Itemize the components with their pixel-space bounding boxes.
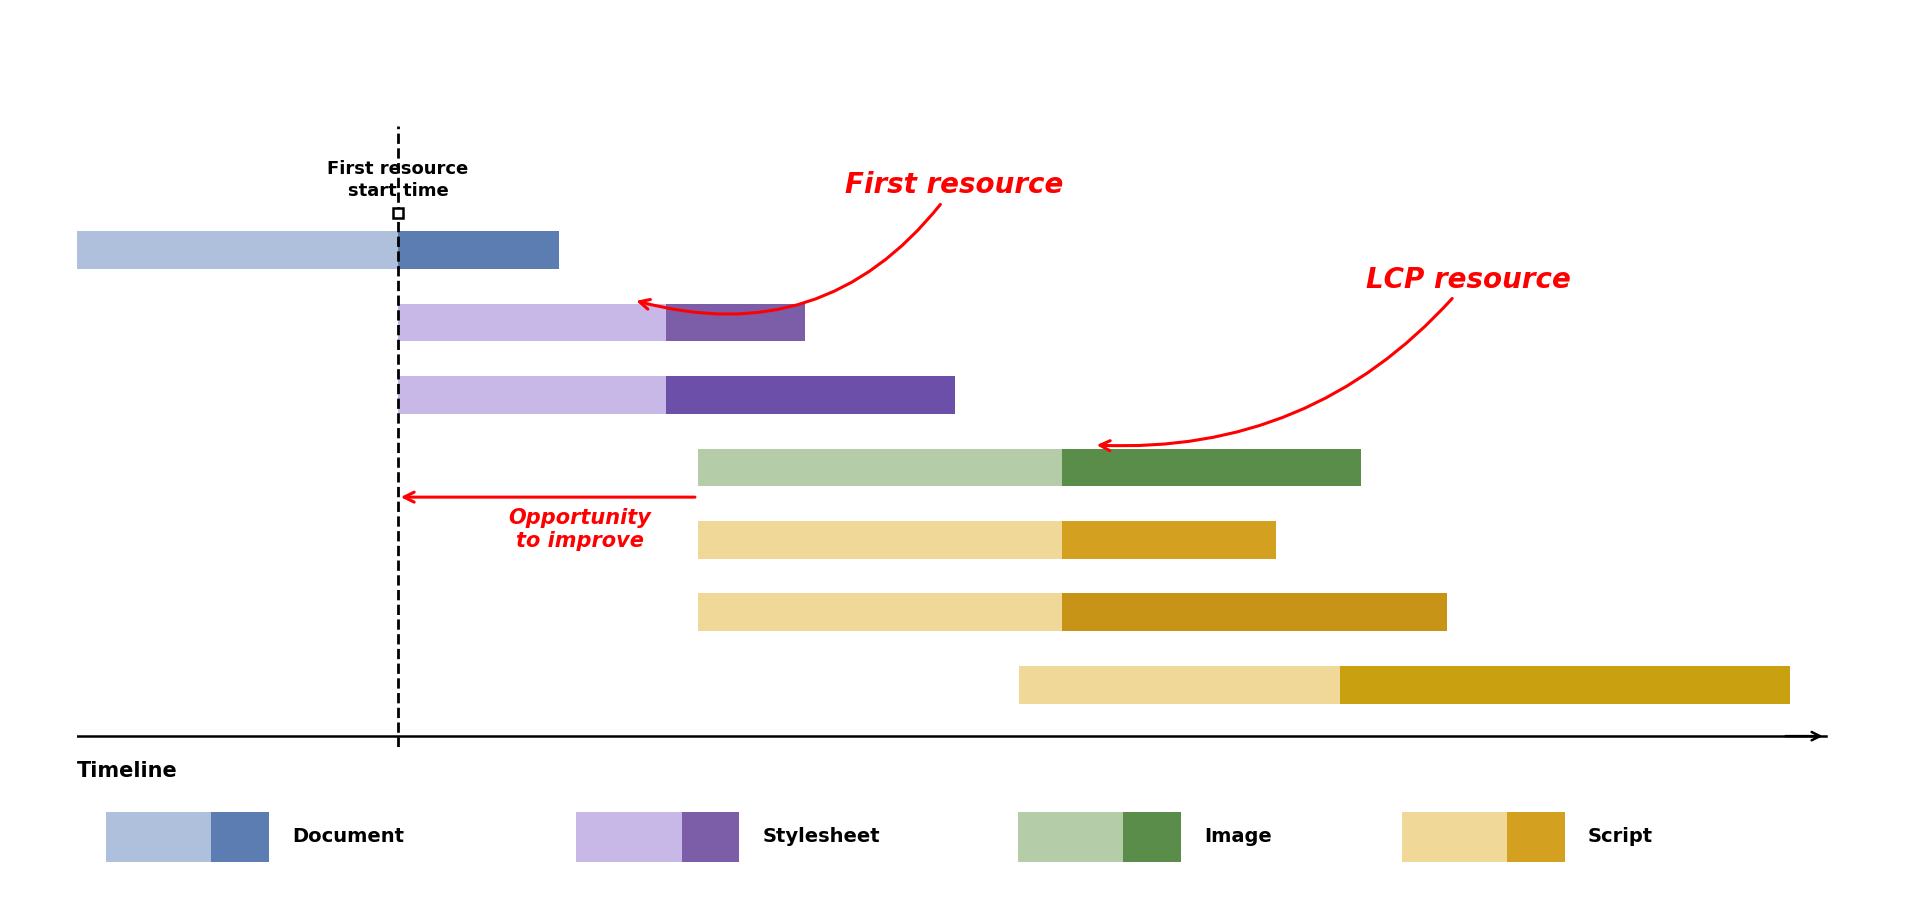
Bar [397,304,666,341]
Bar [1062,521,1275,559]
FancyBboxPatch shape [1018,812,1123,862]
Text: Document: Document [292,827,403,847]
FancyBboxPatch shape [1123,812,1181,862]
Text: First resource: First resource [639,172,1064,314]
FancyBboxPatch shape [576,812,682,862]
Bar [1340,666,1789,704]
Bar [697,521,1062,559]
FancyBboxPatch shape [106,812,211,862]
Bar [77,231,397,269]
FancyBboxPatch shape [211,812,269,862]
Bar [666,304,804,341]
Bar [697,448,1062,486]
Bar [697,593,1062,631]
Text: First resource
start time: First resource start time [326,160,468,200]
Bar [1020,666,1340,704]
FancyBboxPatch shape [682,812,739,862]
Text: Opportunity
to improve: Opportunity to improve [509,508,651,551]
Bar [397,231,559,269]
Bar [1062,593,1448,631]
FancyBboxPatch shape [1507,812,1565,862]
Bar [666,376,954,414]
Text: LCP resource: LCP resource [1100,266,1571,451]
Text: Image: Image [1204,827,1271,847]
Bar [397,376,666,414]
Text: Timeline: Timeline [77,761,177,781]
Bar [1062,448,1361,486]
Text: Stylesheet: Stylesheet [762,827,879,847]
Text: Script: Script [1588,827,1653,847]
FancyBboxPatch shape [1402,812,1507,862]
